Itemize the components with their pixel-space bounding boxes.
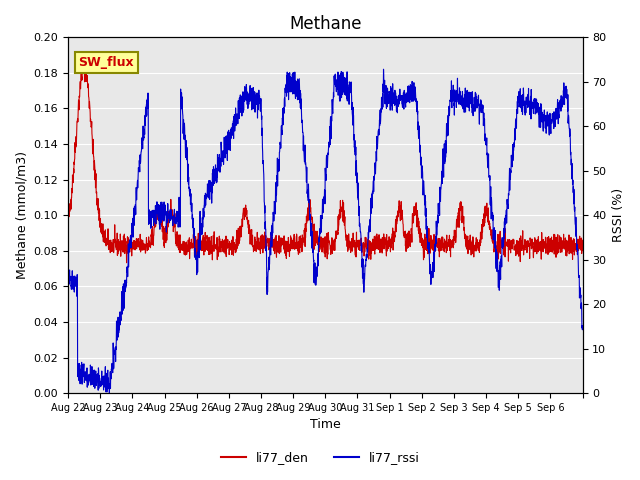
li77_rssi — [380, 66, 387, 72]
li77_den — [579, 241, 586, 247]
Text: SW_flux: SW_flux — [78, 56, 134, 69]
Y-axis label: RSSI (%): RSSI (%) — [612, 188, 625, 242]
li77_rssi — [64, 266, 72, 272]
li77_rssi — [227, 127, 234, 132]
li77_rssi — [579, 324, 586, 330]
li77_rssi — [509, 143, 517, 148]
li77_rssi — [356, 224, 364, 229]
X-axis label: Time: Time — [310, 419, 340, 432]
li77_den — [227, 247, 235, 252]
li77_rssi — [572, 231, 579, 237]
Y-axis label: Methane (mmol/m3): Methane (mmol/m3) — [15, 151, 28, 279]
Legend: li77_den, li77_rssi: li77_den, li77_rssi — [216, 446, 424, 469]
li77_rssi — [106, 390, 113, 396]
li77_den — [116, 241, 124, 247]
li77_den — [481, 223, 488, 229]
li77_den — [123, 260, 131, 265]
li77_den — [509, 239, 517, 245]
li77_den — [64, 216, 72, 222]
Line: li77_rssi: li77_rssi — [68, 69, 582, 393]
li77_den — [356, 237, 364, 242]
li77_rssi — [481, 122, 488, 128]
Title: Methane: Methane — [289, 15, 362, 33]
li77_rssi — [116, 320, 124, 326]
li77_den — [572, 246, 579, 252]
li77_den — [81, 57, 88, 62]
Line: li77_den: li77_den — [68, 60, 582, 263]
